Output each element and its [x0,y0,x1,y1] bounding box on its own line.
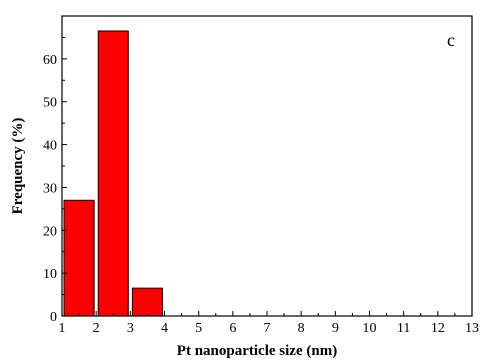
x-tick-label: 11 [397,321,410,336]
y-tick-label: 20 [43,224,57,239]
y-tick-label: 60 [43,53,57,68]
x-axis-title: Pt nanoparticle size (nm) [177,343,337,359]
y-tick-label: 50 [43,96,57,111]
y-axis-ticks: 0 10 20 30 40 50 60 [43,36,67,325]
x-tick-label: 8 [298,321,305,336]
y-tick-label: 10 [43,267,57,282]
x-tick-label: 3 [127,321,134,336]
x-tick-label: 9 [332,321,339,336]
y-tick-label: 30 [43,181,57,196]
x-axis-ticks: 1 2 3 4 5 6 7 8 9 10 11 12 13 [59,311,479,336]
panel-label: c [447,30,455,50]
x-tick-label: 6 [229,321,236,336]
bars-group [63,30,163,317]
histogram-bar-3 [131,287,163,317]
y-tick-label: 0 [50,310,57,325]
x-tick-label: 10 [363,321,377,336]
y-tick-label: 40 [43,139,57,154]
x-tick-label: 1 [59,321,66,336]
x-tick-label: 4 [161,321,168,336]
histogram-bar-1 [63,199,95,317]
histogram-bar-2 [97,30,129,317]
x-tick-label: 2 [93,321,100,336]
x-tick-label: 7 [264,321,271,336]
x-tick-label: 5 [195,321,202,336]
x-tick-label: 13 [465,321,479,336]
y-axis-title: Frequency (%) [10,118,26,215]
x-tick-label: 12 [431,321,445,336]
